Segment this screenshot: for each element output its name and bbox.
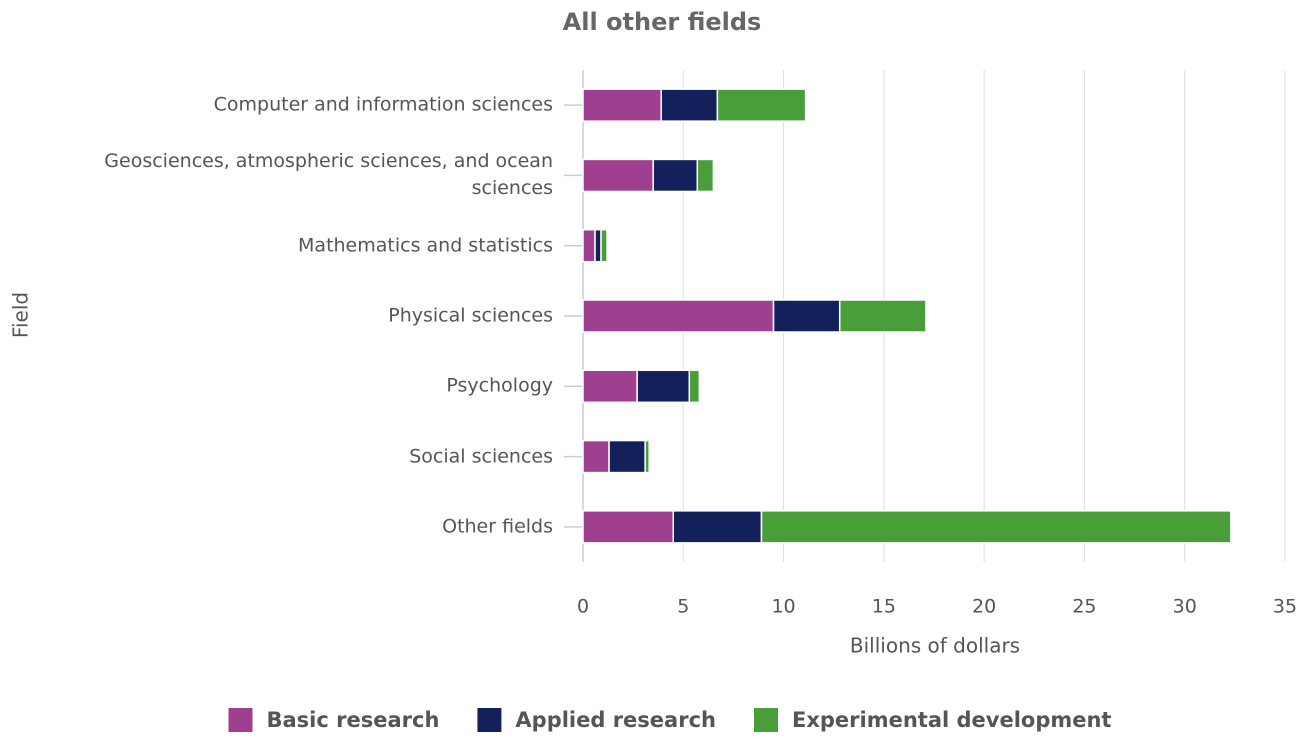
- legend-label: Basic research: [267, 708, 440, 732]
- x-tick-label: 25: [1072, 596, 1096, 618]
- x-tick-label: 10: [771, 596, 795, 618]
- bar-segment: [838, 299, 927, 333]
- y-tick-label: Psychology: [446, 374, 553, 397]
- x-tick-label: 20: [972, 596, 996, 618]
- y-tick-label: Physical sciences: [388, 304, 553, 327]
- y-tick-label: Geosciences, atmospheric sciences, and o…: [104, 150, 553, 200]
- bar-segment: [644, 439, 650, 474]
- bar-segment: [636, 369, 691, 404]
- chart-title: All other fields: [563, 8, 762, 36]
- bar-segment: [582, 369, 638, 404]
- y-axis-label: Field: [9, 292, 33, 338]
- y-tick-label: Social sciences: [409, 445, 553, 468]
- bar-segment: [688, 369, 701, 404]
- x-tick-label: 35: [1273, 596, 1297, 618]
- x-tick-label: 15: [872, 596, 896, 618]
- bar-segment: [582, 88, 662, 122]
- legend-label: Applied research: [515, 708, 716, 732]
- bar-segment: [672, 510, 763, 544]
- bar-segment: [582, 299, 775, 333]
- bar-segment: [582, 439, 610, 474]
- bar-segment: [600, 228, 608, 263]
- bar-segment: [582, 158, 654, 193]
- y-tick-label: Computer and information sciences: [213, 93, 553, 116]
- legend-label: Experimental development: [792, 708, 1112, 732]
- bar-segment: [652, 158, 699, 193]
- legend-swatch: [477, 708, 502, 732]
- bar-segment: [594, 228, 602, 263]
- y-tick-label: Mathematics and statistics: [298, 234, 553, 257]
- bar-segment: [582, 510, 675, 544]
- x-tick-label: 30: [1173, 596, 1197, 618]
- bar-segment: [760, 510, 1232, 544]
- legend-swatch: [228, 708, 253, 732]
- bar-segment: [716, 88, 807, 122]
- bar-segment: [660, 88, 719, 122]
- bar-segment: [696, 158, 715, 193]
- bar-segment: [772, 299, 841, 333]
- bar-segment: [608, 439, 646, 474]
- bar-segment: [582, 228, 596, 263]
- x-axis-label: Billions of dollars: [850, 634, 1020, 658]
- legend-swatch: [753, 708, 778, 732]
- x-tick-label: 5: [677, 596, 689, 618]
- y-tick-label: Other fields: [442, 515, 553, 538]
- x-tick-label: 0: [577, 596, 589, 618]
